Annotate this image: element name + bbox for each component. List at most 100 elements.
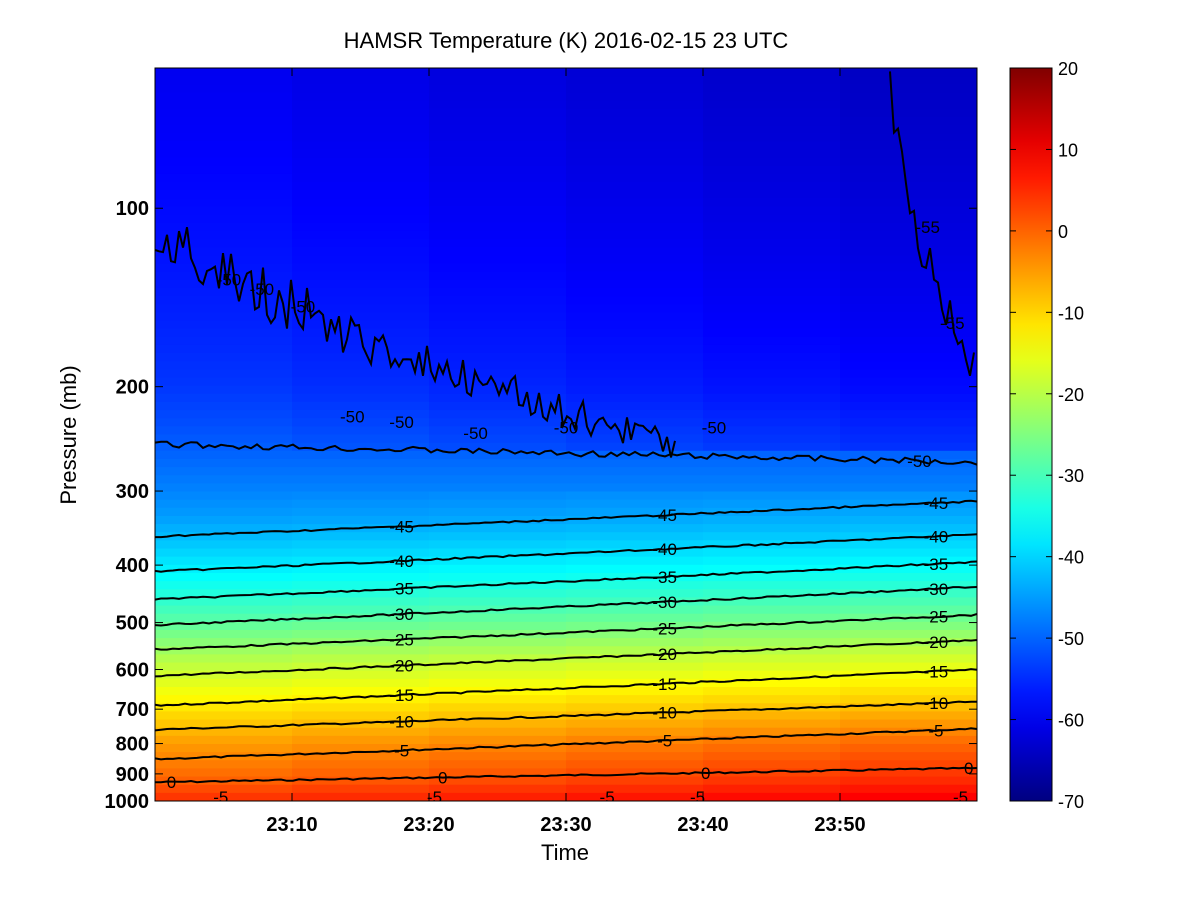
heatmap-cell: [155, 686, 293, 697]
contour-label: -10: [389, 713, 414, 732]
heatmap-cell: [429, 792, 567, 801]
heatmap-cell: [703, 442, 841, 452]
heatmap-cell: [840, 418, 977, 428]
heatmap-cell: [840, 686, 977, 697]
heatmap-cell: [155, 703, 293, 713]
heatmap-cell: [155, 108, 293, 118]
heatmap-cell: [429, 165, 567, 175]
heatmap-cell: [703, 125, 841, 135]
heatmap-cell: [566, 239, 704, 249]
heatmap-cell: [703, 670, 841, 680]
heatmap-cell: [840, 735, 977, 745]
heatmap-cell: [840, 353, 977, 363]
heatmap-cell: [429, 621, 567, 631]
heatmap-cell: [429, 336, 567, 346]
heatmap-cell: [566, 743, 704, 754]
heatmap-cell: [429, 353, 567, 363]
heatmap-cell: [155, 149, 293, 159]
heatmap-cell: [292, 515, 430, 526]
heatmap-cell: [840, 165, 977, 175]
heatmap-cell: [703, 214, 841, 224]
heatmap-cell: [703, 230, 841, 241]
heatmap-cell: [840, 377, 977, 387]
heatmap-cell: [292, 621, 430, 631]
heatmap-cell: [429, 515, 567, 526]
heatmap-cell: [840, 279, 977, 289]
heatmap-cell: [703, 752, 841, 762]
heatmap-cell: [840, 540, 977, 550]
heatmap-cell: [155, 279, 293, 289]
heatmap-cell: [429, 662, 567, 672]
heatmap-cell: [292, 418, 430, 428]
heatmap-cell: [566, 548, 704, 558]
heatmap-cell: [703, 613, 841, 623]
heatmap-cell: [155, 695, 293, 705]
heatmap-cell: [840, 629, 977, 640]
contour-label: -50: [340, 408, 365, 427]
contour-label: -45: [652, 506, 677, 525]
heatmap-cell: [155, 499, 293, 509]
heatmap-cell: [292, 108, 430, 118]
contour-label: -40: [389, 552, 414, 571]
contour-label: -40: [924, 527, 949, 546]
contour-label: -5: [394, 741, 409, 760]
heatmap-cell: [292, 68, 430, 78]
heatmap-cell: [703, 353, 841, 363]
heatmap-cell: [292, 239, 430, 249]
heatmap-cell: [292, 491, 430, 501]
heatmap-cell: [566, 377, 704, 387]
heatmap-cell: [840, 670, 977, 680]
heatmap-cell: [840, 393, 977, 403]
heatmap-cell: [292, 263, 430, 273]
heatmap-cell: [155, 792, 293, 801]
contour-label: -50: [463, 424, 488, 443]
heatmap-cell: [292, 792, 430, 801]
heatmap-cell: [703, 434, 841, 444]
heatmap-cell: [429, 776, 567, 786]
heatmap-cell: [429, 125, 567, 135]
heatmap-cell: [292, 198, 430, 208]
heatmap-cell: [566, 475, 704, 485]
heatmap-cell: [292, 133, 430, 143]
heatmap-cell: [840, 247, 977, 257]
heatmap-cell: [703, 369, 841, 379]
heatmap-cell: [566, 564, 704, 574]
heatmap-cell: [429, 222, 567, 232]
contour-label: -15: [652, 675, 677, 694]
heatmap-cell: [840, 621, 977, 631]
heatmap-cell: [429, 198, 567, 208]
contour-line: [155, 560, 977, 601]
contour-label: -15: [389, 686, 414, 705]
heatmap-cell: [703, 157, 841, 167]
heatmap-cell: [429, 491, 567, 501]
heatmap-cell: [703, 703, 841, 713]
contour-label: -35: [924, 555, 949, 574]
heatmap-cell: [292, 125, 430, 135]
heatmap-cell: [155, 572, 293, 583]
heatmap-cell: [840, 491, 977, 501]
heatmap-cell: [703, 719, 841, 729]
heatmap-cell: [429, 670, 567, 680]
colorbar-tick-label: 0: [1058, 222, 1068, 242]
heatmap-cell: [703, 572, 841, 583]
contour-label: -55: [915, 218, 940, 237]
heatmap-cell: [566, 556, 704, 566]
heatmap-cell: [155, 320, 293, 330]
heatmap-cell: [566, 263, 704, 273]
heatmap-cell: [840, 646, 977, 656]
heatmap-cell: [429, 434, 567, 444]
heatmap-cell: [155, 84, 293, 94]
heatmap-cell: [566, 540, 704, 550]
heatmap-cell: [429, 426, 567, 436]
heatmap-cell: [703, 304, 841, 314]
heatmap-cell: [566, 426, 704, 436]
heatmap-cell: [840, 157, 977, 167]
heatmap-cell: [703, 401, 841, 412]
x-tick-label: 23:20: [403, 814, 454, 836]
heatmap-cell: [292, 572, 430, 583]
heatmap-cell: [703, 263, 841, 273]
heatmap-cell: [566, 247, 704, 257]
heatmap-cell: [566, 524, 704, 534]
heatmap-cell: [429, 507, 567, 517]
